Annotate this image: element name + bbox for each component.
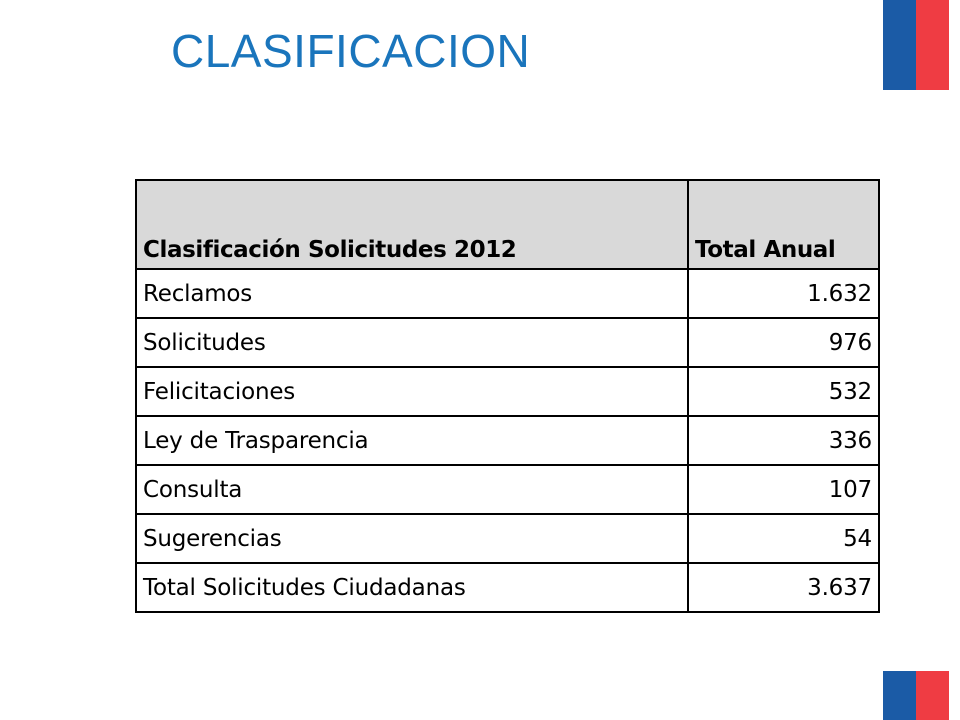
row-value: 1.632 xyxy=(687,268,880,319)
row-value: 107 xyxy=(687,464,880,515)
row-label: Felicitaciones xyxy=(135,366,689,417)
table-row: Consulta 107 xyxy=(135,464,880,515)
table-row: Sugerencias 54 xyxy=(135,513,880,564)
blue-stripe xyxy=(883,0,916,90)
bottom-flag-stripes-icon xyxy=(883,671,949,720)
table-row: Solicitudes 976 xyxy=(135,317,880,368)
row-value: 336 xyxy=(687,415,880,466)
row-value: 54 xyxy=(687,513,880,564)
top-flag-stripes-icon xyxy=(883,0,949,90)
table-row: Felicitaciones 532 xyxy=(135,366,880,417)
table-row: Ley de Trasparencia 336 xyxy=(135,415,880,466)
red-stripe xyxy=(916,671,949,720)
total-value: 3.637 xyxy=(687,562,880,613)
row-label: Solicitudes xyxy=(135,317,689,368)
row-value: 976 xyxy=(687,317,880,368)
table-header-row: Clasificación Solicitudes 2012 Total Anu… xyxy=(135,179,880,270)
header-classification: Clasificación Solicitudes 2012 xyxy=(135,179,689,270)
classification-table: Clasificación Solicitudes 2012 Total Anu… xyxy=(135,179,880,613)
table-row: Reclamos 1.632 xyxy=(135,268,880,319)
row-label: Ley de Trasparencia xyxy=(135,415,689,466)
row-label: Sugerencias xyxy=(135,513,689,564)
total-label: Total Solicitudes Ciudadanas xyxy=(135,562,689,613)
red-stripe xyxy=(916,0,949,90)
row-value: 532 xyxy=(687,366,880,417)
blue-stripe xyxy=(883,671,916,720)
header-total-anual: Total Anual xyxy=(687,179,880,270)
slide-title: CLASIFICACION xyxy=(171,25,531,77)
row-label: Consulta xyxy=(135,464,689,515)
table-total-row: Total Solicitudes Ciudadanas 3.637 xyxy=(135,562,880,613)
row-label: Reclamos xyxy=(135,268,689,319)
